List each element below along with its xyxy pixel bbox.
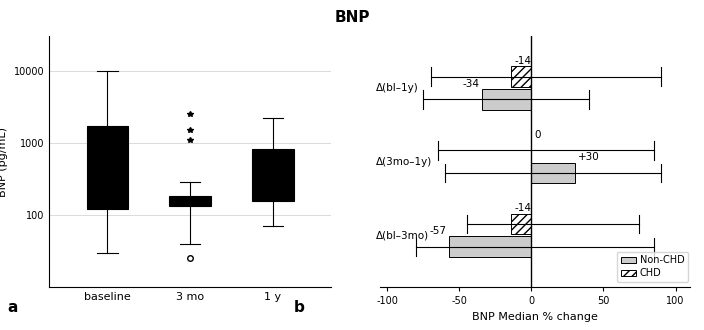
Legend: Non-CHD, CHD: Non-CHD, CHD [617,251,688,282]
Text: b: b [294,300,304,315]
Text: Δ(bl–3mo): Δ(bl–3mo) [376,230,429,241]
X-axis label: BNP Median % change: BNP Median % change [472,312,598,322]
Bar [511,214,532,234]
PathPatch shape [87,126,128,209]
Text: -34: -34 [463,79,479,88]
Text: Δ(bl–1y): Δ(bl–1y) [376,83,419,93]
Text: +30: +30 [577,152,599,162]
Bar [532,163,574,183]
Text: BNP: BNP [334,10,370,25]
Bar [511,66,532,87]
Text: a: a [7,300,18,315]
Text: Δ(3mo–1y): Δ(3mo–1y) [376,157,432,167]
Bar [482,89,532,110]
Bar [449,237,532,257]
Y-axis label: BNP (pg/mL): BNP (pg/mL) [0,127,8,197]
PathPatch shape [252,149,294,201]
Text: -14: -14 [514,203,531,214]
Text: 0: 0 [534,130,541,140]
PathPatch shape [170,196,210,206]
Text: -57: -57 [429,226,446,236]
Text: -14: -14 [514,56,531,66]
